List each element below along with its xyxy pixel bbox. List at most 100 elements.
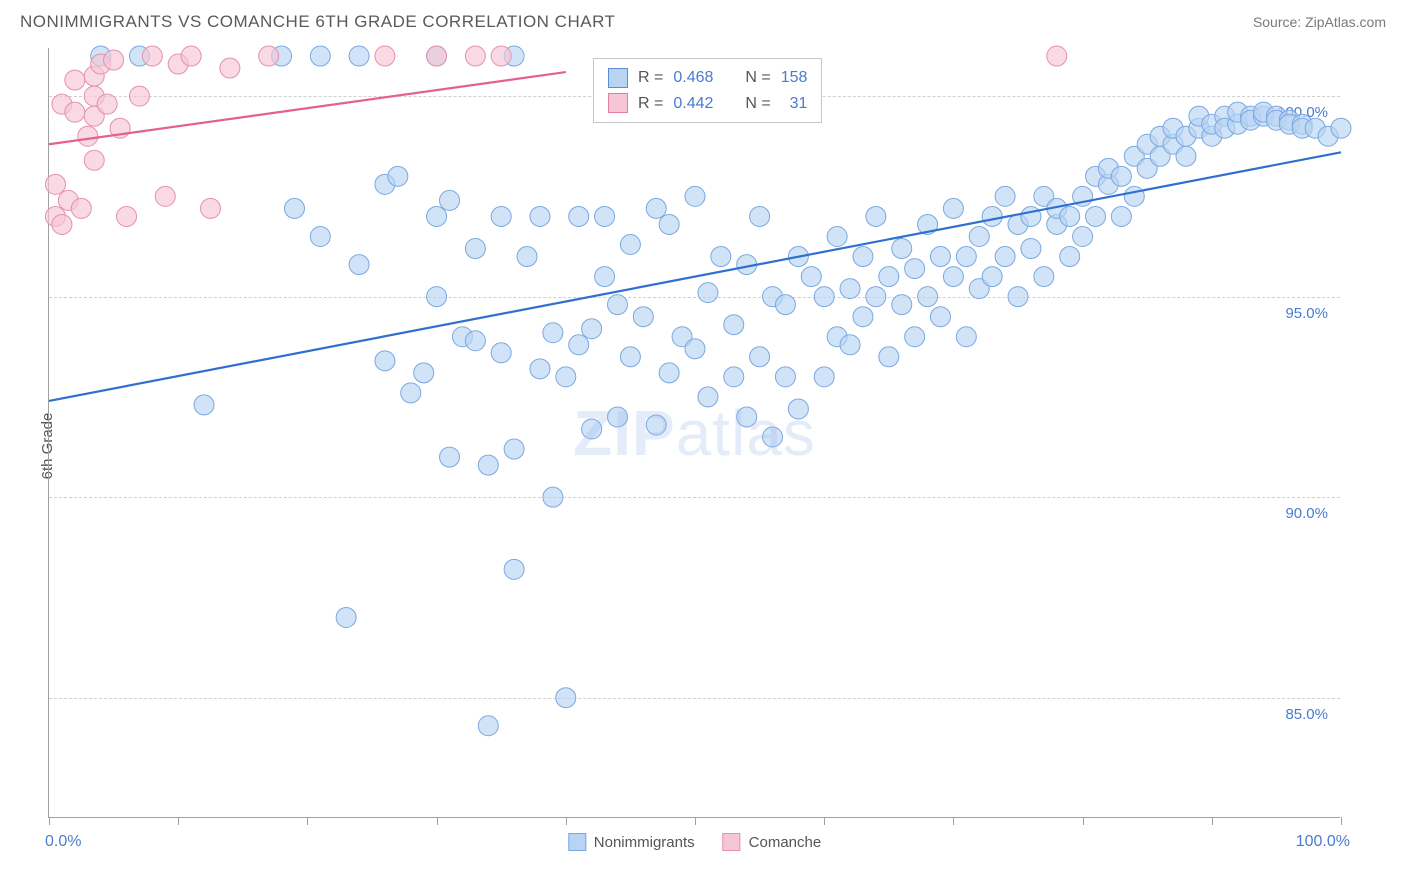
point-comanche <box>491 46 511 66</box>
point-nonimmigrants <box>1124 186 1144 206</box>
point-nonimmigrants <box>401 383 421 403</box>
point-nonimmigrants <box>646 198 666 218</box>
correlation-stats-box: R =0.468N =158R =0.442N = 31 <box>593 58 822 123</box>
point-nonimmigrants <box>905 259 925 279</box>
point-nonimmigrants <box>440 190 460 210</box>
point-nonimmigrants <box>814 287 834 307</box>
point-nonimmigrants <box>543 487 563 507</box>
point-nonimmigrants <box>620 235 640 255</box>
point-nonimmigrants <box>517 247 537 267</box>
stats-r-label: R = <box>638 65 663 91</box>
xtick <box>49 817 50 825</box>
point-comanche <box>71 198 91 218</box>
point-nonimmigrants <box>646 415 666 435</box>
point-comanche <box>104 50 124 70</box>
xtick <box>824 817 825 825</box>
point-nonimmigrants <box>982 267 1002 287</box>
point-nonimmigrants <box>1060 247 1080 267</box>
point-nonimmigrants <box>633 307 653 327</box>
point-comanche <box>375 46 395 66</box>
point-nonimmigrants <box>284 198 304 218</box>
point-nonimmigrants <box>620 347 640 367</box>
point-nonimmigrants <box>930 247 950 267</box>
point-nonimmigrants <box>840 279 860 299</box>
point-nonimmigrants <box>698 387 718 407</box>
point-nonimmigrants <box>1331 118 1351 138</box>
point-nonimmigrants <box>1008 287 1028 307</box>
point-comanche <box>84 150 104 170</box>
point-nonimmigrants <box>1176 146 1196 166</box>
point-nonimmigrants <box>582 319 602 339</box>
point-comanche <box>465 46 485 66</box>
point-nonimmigrants <box>491 206 511 226</box>
point-nonimmigrants <box>892 239 912 259</box>
chart-plot-area: 85.0%90.0%95.0%100.0% ZIPatlas R =0.468N… <box>48 48 1340 818</box>
stats-n-value: 158 <box>781 65 808 91</box>
point-nonimmigrants <box>724 367 744 387</box>
point-nonimmigrants <box>336 607 356 627</box>
point-nonimmigrants <box>750 347 770 367</box>
point-nonimmigrants <box>569 335 589 355</box>
point-nonimmigrants <box>582 419 602 439</box>
legend-bottom: Nonimmigrants Comanche <box>568 833 821 851</box>
point-comanche <box>201 198 221 218</box>
xtick <box>1083 817 1084 825</box>
point-nonimmigrants <box>1086 206 1106 226</box>
point-nonimmigrants <box>866 206 886 226</box>
point-nonimmigrants <box>930 307 950 327</box>
point-comanche <box>97 94 117 114</box>
point-nonimmigrants <box>310 46 330 66</box>
point-nonimmigrants <box>375 351 395 371</box>
point-nonimmigrants <box>595 267 615 287</box>
point-nonimmigrants <box>724 315 744 335</box>
stats-n-label: N = <box>745 91 770 117</box>
stats-r-value: 0.468 <box>673 65 713 91</box>
point-nonimmigrants <box>349 255 369 275</box>
legend-label-series2: Comanche <box>749 834 822 851</box>
point-nonimmigrants <box>1111 206 1131 226</box>
point-nonimmigrants <box>827 226 847 246</box>
point-nonimmigrants <box>982 206 1002 226</box>
point-nonimmigrants <box>427 287 447 307</box>
xaxis-label-min: 0.0% <box>45 833 81 851</box>
point-nonimmigrants <box>388 166 408 186</box>
legend-swatch-series1 <box>568 833 586 851</box>
point-nonimmigrants <box>414 363 434 383</box>
stats-n-label: N = <box>745 65 770 91</box>
point-nonimmigrants <box>685 186 705 206</box>
point-comanche <box>117 206 137 226</box>
point-comanche <box>78 126 98 146</box>
point-comanche <box>155 186 175 206</box>
point-nonimmigrants <box>763 427 783 447</box>
point-comanche <box>1047 46 1067 66</box>
point-nonimmigrants <box>698 283 718 303</box>
point-nonimmigrants <box>556 688 576 708</box>
xtick <box>953 817 954 825</box>
point-nonimmigrants <box>801 267 821 287</box>
point-nonimmigrants <box>530 359 550 379</box>
point-comanche <box>65 70 85 90</box>
point-nonimmigrants <box>905 327 925 347</box>
point-comanche <box>65 102 85 122</box>
trendline-comanche <box>49 72 566 144</box>
point-nonimmigrants <box>478 716 498 736</box>
point-nonimmigrants <box>1021 239 1041 259</box>
point-nonimmigrants <box>995 247 1015 267</box>
xtick <box>1212 817 1213 825</box>
legend-label-series1: Nonimmigrants <box>594 834 695 851</box>
point-nonimmigrants <box>1021 206 1041 226</box>
xaxis-label-max: 100.0% <box>1296 833 1350 851</box>
point-nonimmigrants <box>530 206 550 226</box>
point-nonimmigrants <box>1060 206 1080 226</box>
point-nonimmigrants <box>853 247 873 267</box>
chart-title: NONIMMIGRANTS VS COMANCHE 6TH GRADE CORR… <box>20 12 615 32</box>
stats-r-label: R = <box>638 91 663 117</box>
point-nonimmigrants <box>750 206 770 226</box>
point-nonimmigrants <box>504 559 524 579</box>
plot-svg <box>49 48 1340 817</box>
point-nonimmigrants <box>892 295 912 315</box>
point-nonimmigrants <box>879 267 899 287</box>
point-nonimmigrants <box>775 295 795 315</box>
point-comanche <box>129 86 149 106</box>
point-comanche <box>181 46 201 66</box>
